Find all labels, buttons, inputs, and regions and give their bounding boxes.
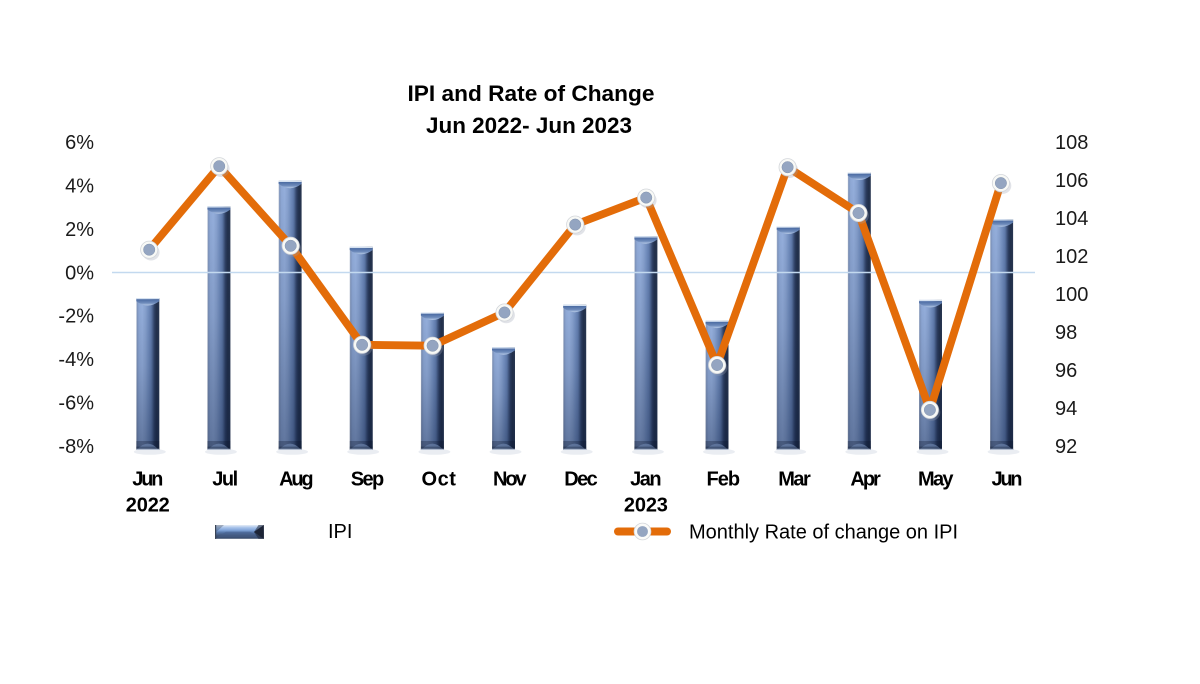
svg-text:-4%: -4% — [58, 349, 94, 371]
svg-text:-8%: -8% — [58, 436, 94, 458]
svg-text:Jul: Jul — [212, 469, 238, 491]
svg-text:96: 96 — [1055, 360, 1077, 382]
svg-text:Jun 2022- Jun 2023: Jun 2022- Jun 2023 — [426, 113, 632, 138]
svg-text:IPI: IPI — [328, 521, 352, 543]
svg-text:94: 94 — [1055, 398, 1077, 420]
svg-text:Monthly Rate of change on IPI: Monthly Rate of change on IPI — [689, 522, 958, 544]
svg-text:108: 108 — [1055, 132, 1088, 154]
svg-text:Oct: Oct — [421, 469, 456, 491]
svg-text:2023: 2023 — [624, 495, 668, 517]
svg-text:Sep: Sep — [351, 469, 385, 491]
svg-text:98: 98 — [1055, 322, 1077, 344]
svg-text:Mar: Mar — [778, 469, 811, 491]
svg-text:92: 92 — [1055, 436, 1077, 458]
svg-text:2%: 2% — [65, 219, 94, 241]
svg-text:Jun: Jun — [992, 469, 1023, 491]
svg-text:2022: 2022 — [126, 495, 170, 517]
svg-text:6%: 6% — [65, 132, 94, 154]
svg-text:Jan: Jan — [630, 469, 662, 491]
svg-text:104: 104 — [1055, 208, 1088, 230]
svg-text:Jun: Jun — [132, 469, 163, 491]
svg-text:0%: 0% — [65, 262, 94, 284]
svg-text:Dec: Dec — [564, 469, 598, 491]
svg-text:Feb: Feb — [707, 469, 741, 491]
svg-text:Aug: Aug — [279, 469, 314, 491]
svg-text:-6%: -6% — [58, 393, 94, 415]
svg-text:4%: 4% — [65, 175, 94, 197]
svg-text:100: 100 — [1055, 284, 1088, 306]
svg-text:-2%: -2% — [58, 306, 94, 328]
svg-text:106: 106 — [1055, 170, 1088, 192]
svg-text:Nov: Nov — [493, 469, 527, 491]
svg-text:Apr: Apr — [850, 469, 881, 491]
svg-text:102: 102 — [1055, 246, 1088, 268]
svg-text:IPI and Rate of Change: IPI and Rate of Change — [408, 81, 655, 106]
svg-text:May: May — [918, 469, 954, 491]
